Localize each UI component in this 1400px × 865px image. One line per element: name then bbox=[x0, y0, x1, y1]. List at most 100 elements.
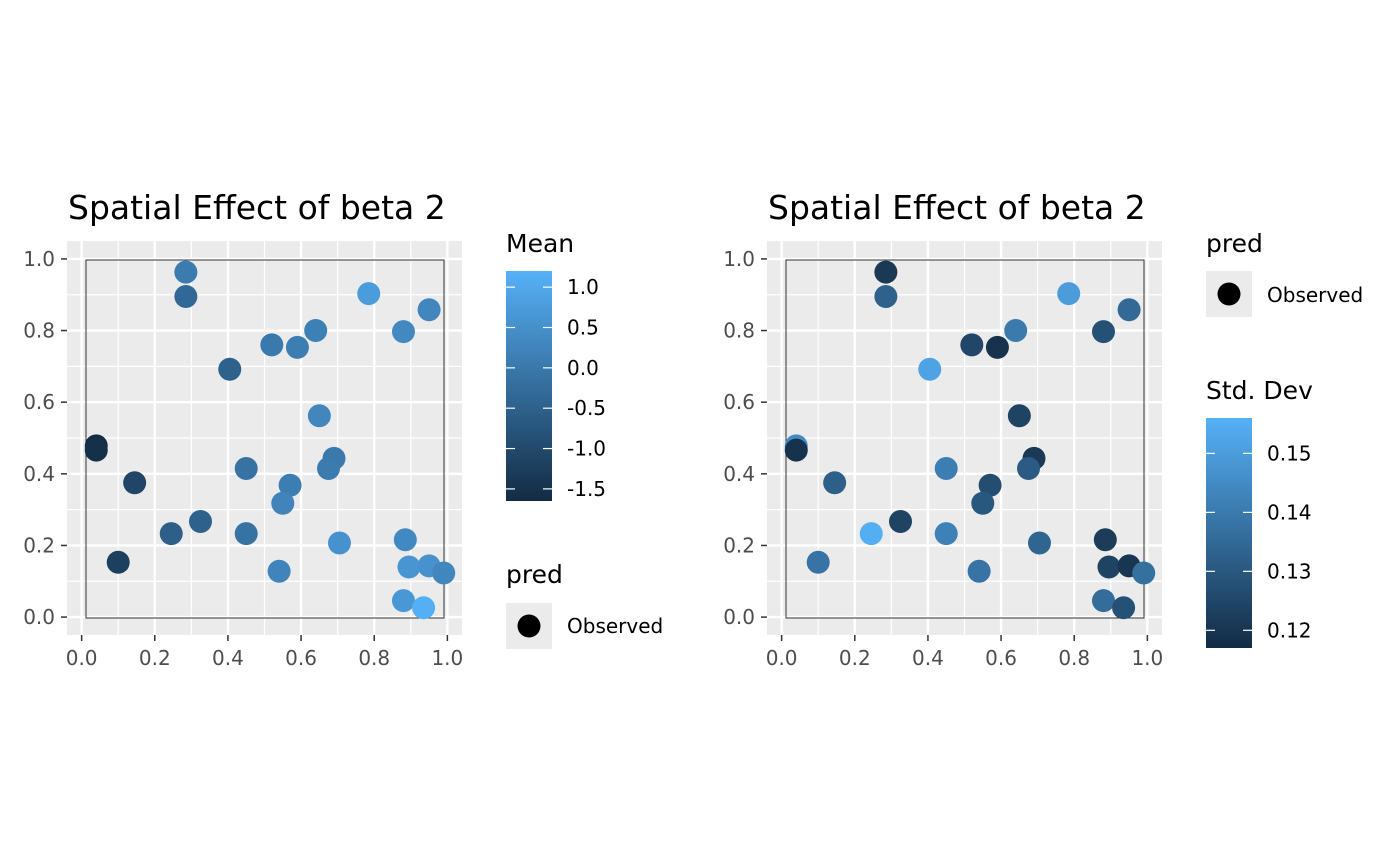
x-tick-label: 0.2 bbox=[839, 646, 871, 670]
y-tick-label: 0.6 bbox=[723, 390, 755, 414]
data-point bbox=[432, 561, 456, 585]
data-point bbox=[823, 471, 847, 495]
y-axis: 0.0 0.2 0.4 0.6 0.8 1.0 bbox=[23, 247, 67, 629]
colorbar bbox=[506, 271, 552, 501]
colorbar-label: 0.13 bbox=[1267, 559, 1312, 583]
y-axis: 0.0 0.2 0.4 0.6 0.8 1.0 bbox=[723, 247, 767, 629]
legend-title: pred bbox=[1206, 229, 1263, 258]
y-tick-label: 0.8 bbox=[23, 319, 55, 343]
y-tick-label: 0.2 bbox=[23, 533, 55, 557]
data-point bbox=[393, 528, 417, 552]
data-point bbox=[218, 357, 242, 381]
data-point bbox=[174, 260, 198, 284]
data-point bbox=[188, 509, 212, 533]
data-point bbox=[1132, 561, 1156, 585]
data-point bbox=[417, 298, 441, 322]
x-tick-label: 0.6 bbox=[285, 646, 317, 670]
colorbar-label: 0.14 bbox=[1267, 500, 1312, 524]
y-tick-label: 1.0 bbox=[23, 247, 55, 271]
data-point bbox=[391, 320, 415, 344]
legend-shape: pred Observed bbox=[1206, 229, 1363, 317]
colorbar-label: 0.0 bbox=[567, 356, 599, 380]
y-tick-label: 0.4 bbox=[723, 462, 755, 486]
data-point bbox=[1091, 589, 1115, 613]
data-point bbox=[357, 282, 381, 306]
data-point bbox=[1017, 456, 1041, 480]
x-tick-label: 0.8 bbox=[1058, 646, 1090, 670]
colorbar-ticks: 1.0 0.5 0.0 -0.5 -1.0 -1.5 bbox=[506, 275, 606, 501]
data-point bbox=[1091, 320, 1115, 344]
legend-key-point bbox=[517, 614, 541, 638]
colorbar-label: -1.5 bbox=[567, 477, 606, 501]
data-point bbox=[271, 491, 295, 515]
x-tick-label: 1.0 bbox=[431, 646, 463, 670]
chart-title: Spatial Effect of beta 2 bbox=[768, 188, 1146, 227]
data-point bbox=[1112, 596, 1136, 620]
panel-border bbox=[785, 259, 1145, 619]
colorbar-label: 1.0 bbox=[567, 275, 599, 299]
data-point bbox=[123, 471, 147, 495]
points bbox=[84, 260, 456, 620]
data-point bbox=[412, 596, 436, 620]
data-point bbox=[985, 335, 1009, 359]
colorbar-label: 0.12 bbox=[1267, 618, 1312, 642]
y-tick-label: 0.8 bbox=[723, 319, 755, 343]
data-point bbox=[971, 491, 995, 515]
colorbar-label: -1.0 bbox=[567, 437, 606, 461]
y-tick-label: 0.6 bbox=[23, 390, 55, 414]
data-point bbox=[317, 456, 341, 480]
data-point bbox=[934, 456, 958, 480]
legend-shape: pred Observed bbox=[506, 560, 663, 649]
data-point bbox=[1004, 319, 1028, 343]
data-point bbox=[327, 531, 351, 555]
legend-title: pred bbox=[506, 560, 563, 589]
legend-key-point bbox=[1217, 282, 1241, 306]
y-tick-label: 1.0 bbox=[723, 247, 755, 271]
y-tick-label: 0.4 bbox=[23, 462, 55, 486]
x-axis: 0.0 0.2 0.4 0.6 0.8 1.0 bbox=[766, 635, 1163, 670]
data-point bbox=[1117, 298, 1141, 322]
data-point bbox=[859, 522, 883, 546]
data-point bbox=[174, 285, 198, 309]
legend-label: Observed bbox=[567, 614, 663, 638]
data-point bbox=[874, 260, 898, 284]
data-point bbox=[888, 509, 912, 533]
x-tick-label: 0.8 bbox=[358, 646, 390, 670]
data-point bbox=[1093, 528, 1117, 552]
colorbar-label: -0.5 bbox=[567, 396, 606, 420]
data-point bbox=[1057, 282, 1081, 306]
data-point bbox=[267, 559, 291, 583]
data-point bbox=[806, 550, 830, 574]
data-point bbox=[918, 357, 942, 381]
x-tick-label: 0.4 bbox=[212, 646, 244, 670]
data-point bbox=[1027, 531, 1051, 555]
x-tick-label: 0.2 bbox=[139, 646, 171, 670]
y-tick-label: 0.0 bbox=[723, 605, 755, 629]
x-tick-label: 0.0 bbox=[766, 646, 798, 670]
y-tick-label: 0.0 bbox=[23, 605, 55, 629]
data-point bbox=[934, 522, 958, 546]
chart-mean: Spatial Effect of beta 2 0.0 0.2 0.4 0.6 0.8… bbox=[23, 188, 663, 670]
x-tick-label: 0.0 bbox=[66, 646, 98, 670]
colorbar-label: 0.15 bbox=[1267, 441, 1312, 465]
x-tick-label: 0.6 bbox=[985, 646, 1017, 670]
data-point bbox=[304, 319, 328, 343]
x-tick-label: 0.4 bbox=[912, 646, 944, 670]
panel-border bbox=[85, 259, 445, 619]
chart-title: Spatial Effect of beta 2 bbox=[68, 188, 446, 227]
data-point bbox=[391, 589, 415, 613]
data-point bbox=[159, 522, 183, 546]
data-point bbox=[1097, 555, 1121, 579]
chart-std-dev: Spatial Effect of beta 2 0.0 0.2 0.4 0.6 0.8… bbox=[723, 188, 1363, 670]
data-point bbox=[1007, 404, 1031, 428]
legend-title: Std. Dev bbox=[1206, 376, 1313, 405]
legend-color: Std. Dev 0.15 0.14 0.13 0.12 bbox=[1206, 376, 1313, 648]
colorbar-label: 0.5 bbox=[567, 315, 599, 339]
data-point bbox=[397, 555, 421, 579]
data-point bbox=[978, 473, 1002, 497]
data-point bbox=[874, 285, 898, 309]
data-point bbox=[234, 522, 258, 546]
data-point bbox=[106, 550, 130, 574]
data-point bbox=[784, 438, 808, 462]
